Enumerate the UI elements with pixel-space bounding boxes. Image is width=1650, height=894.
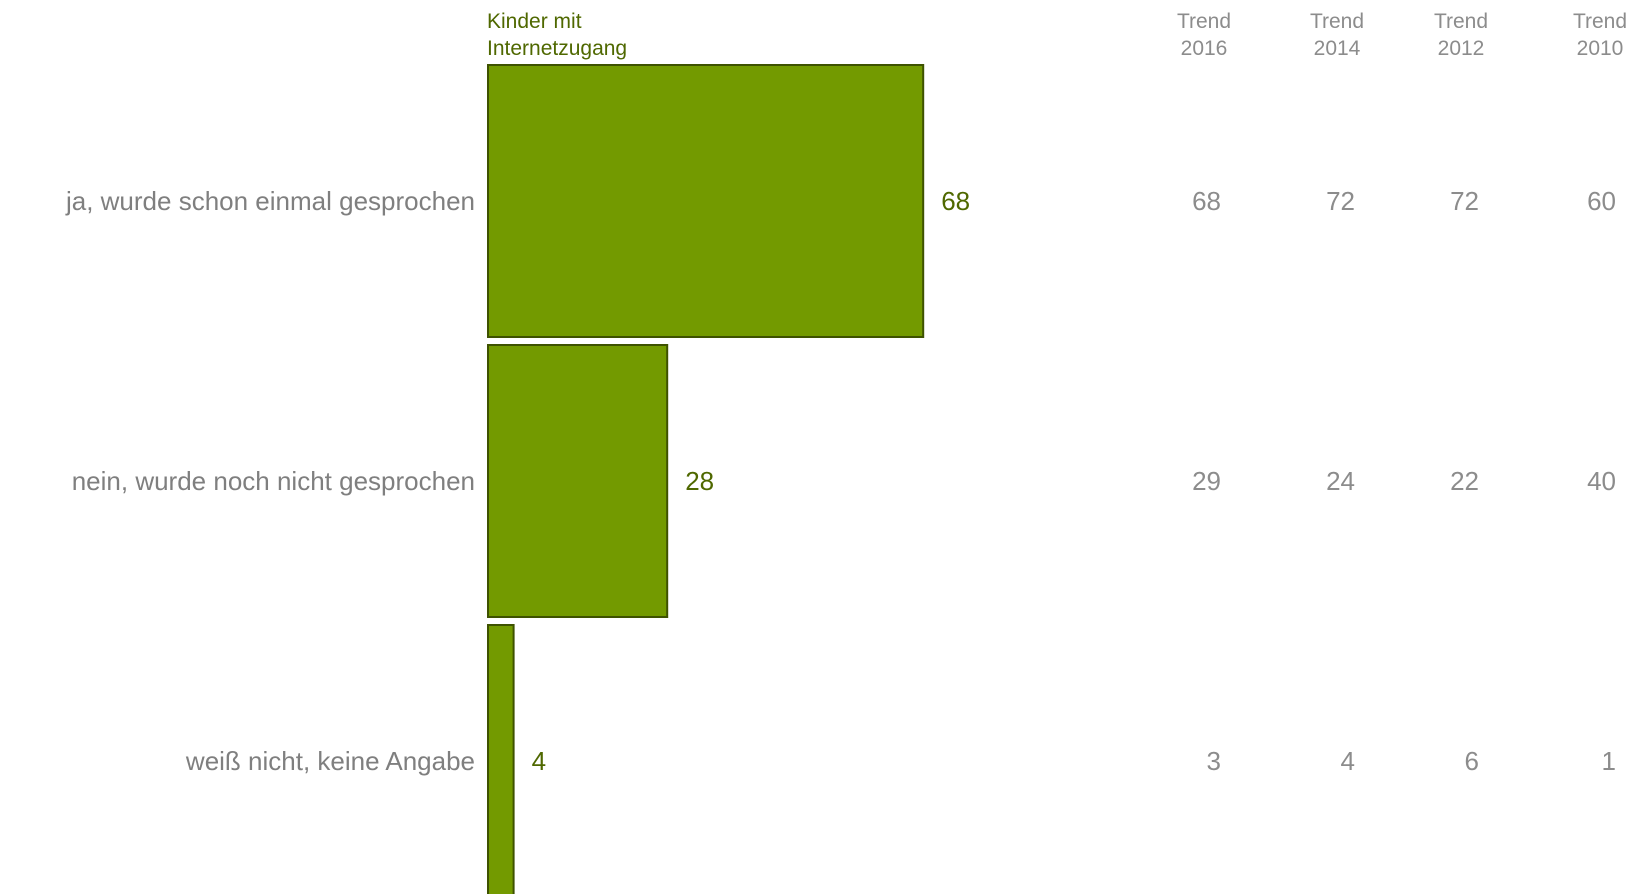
trend-value-2-1: 22: [1450, 466, 1479, 496]
trend-value-1-0: 72: [1326, 186, 1355, 216]
series-header-line-1: Kinder mit: [487, 10, 582, 33]
trend-value-0-2: 3: [1207, 746, 1221, 776]
bars: [487, 64, 925, 894]
value-label-2: 4: [532, 746, 546, 776]
bar-2: [487, 624, 515, 894]
series-header-line-2: Internetzugang: [487, 37, 627, 60]
labels: ja, wurde schon einmal gesprochen 68 nein,…: [65, 186, 970, 776]
trend-header-3-line-1: Trend: [1573, 10, 1627, 33]
trend-value-2-2: 6: [1465, 746, 1479, 776]
value-label-1: 28: [685, 466, 714, 496]
trend-value-1-1: 24: [1326, 466, 1355, 496]
category-label-0: ja, wurde schon einmal gesprochen: [65, 186, 475, 216]
header-layer: Kinder mit Internetzugang: [487, 10, 627, 60]
trend-header-2-line-2: 2012: [1438, 37, 1485, 60]
trend-header-0-line-2: 2016: [1181, 37, 1228, 60]
trend-value-3-0: 60: [1587, 186, 1616, 216]
trend-value-0-0: 68: [1192, 186, 1221, 216]
category-label-1: nein, wurde noch nicht gesprochen: [72, 466, 475, 496]
category-label-2: weiß nicht, keine Angabe: [185, 746, 475, 776]
value-label-0: 68: [941, 186, 970, 216]
trend-value-0-1: 29: [1192, 466, 1221, 496]
trend-value-2-0: 72: [1450, 186, 1479, 216]
trend-header-1-line-1: Trend: [1310, 10, 1364, 33]
trend-header-1-line-2: 2014: [1314, 37, 1361, 60]
trend-header-2-line-1: Trend: [1434, 10, 1488, 33]
bar-0: [487, 64, 925, 338]
trend-header-0-line-1: Trend: [1177, 10, 1231, 33]
trend-header-3-line-2: 2010: [1577, 37, 1624, 60]
trend-values: 68 72 72 60 29 24 22 40 3 4 6 1: [1192, 186, 1616, 776]
trend-value-3-1: 40: [1587, 466, 1616, 496]
trend-headers: Trend 2016 Trend 2014 Trend 2012 Trend 2010: [1177, 10, 1627, 60]
trend-value-3-2: 1: [1602, 746, 1616, 776]
bar-1: [487, 344, 669, 618]
trend-value-1-2: 4: [1341, 746, 1355, 776]
